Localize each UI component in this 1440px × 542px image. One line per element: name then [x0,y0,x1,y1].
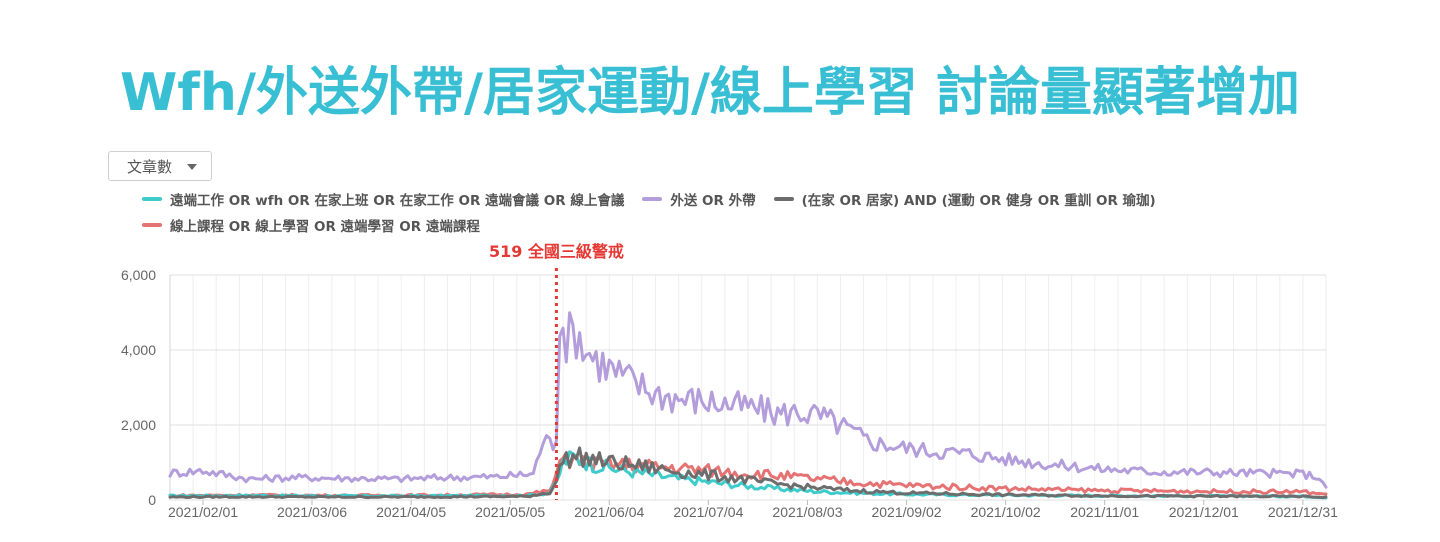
legend-row-2: 線上課程 OR 線上學習 OR 遠端學習 OR 遠端課程 [142,215,498,235]
legend-swatch [642,197,663,201]
y-tick-label: 6,000 [121,267,156,283]
legend-swatch [142,223,162,227]
y-tick-label: 2,000 [121,417,156,433]
legend-label: 外送 OR 外帶 [670,193,756,209]
x-tick-label: 2021/04/05 [376,504,446,520]
legend-row-1: 遠端工作 OR wfh OR 在家上班 OR 在家工作 OR 遠端會議 OR 線… [142,189,1174,209]
series-line [168,311,1328,489]
legend-item[interactable]: 遠端工作 OR wfh OR 在家上班 OR 在家工作 OR 遠端會議 OR 線… [142,189,624,209]
legend-label: 遠端工作 OR wfh OR 在家上班 OR 在家工作 OR 遠端會議 OR 線… [170,193,625,209]
legend-label: (在家 OR 居家) AND (運動 OR 健身 OR 重訓 OR 瑜珈) [801,193,1156,209]
x-tick-label: 2021/10/02 [971,504,1041,520]
legend-swatch [142,197,162,201]
metric-dropdown-label: 文章數 [127,157,173,176]
y-tick-label: 4,000 [121,342,156,358]
x-tick-label: 2021/12/01 [1169,504,1239,520]
legend-item[interactable]: 外送 OR 外帶 [642,189,756,209]
x-tick-label: 2021/02/01 [168,504,238,520]
page-title: Wfh/外送外帶/居家運動/線上學習 討論量顯著增加 [119,63,1301,123]
legend-swatch [773,197,794,201]
x-tick-label: 2021/06/04 [574,504,644,520]
x-tick-label: 2021/11/01 [1070,504,1139,520]
x-tick-label: 2021/03/06 [277,504,347,520]
x-tick-label: 2021/07/04 [673,504,743,520]
x-tick-label: 2021/09/02 [871,504,941,520]
y-tick-label: 0 [148,492,156,508]
legend-item[interactable]: 線上課程 OR 線上學習 OR 遠端學習 OR 遠端課程 [142,215,480,235]
series-line [168,446,1328,500]
metric-dropdown[interactable]: 文章數 [108,151,212,181]
legend-label: 線上課程 OR 線上學習 OR 遠端學習 OR 遠端課程 [170,219,480,235]
annotation-label: 519 全國三級警戒 [489,242,624,261]
x-tick-label: 2021/05/05 [475,504,545,520]
x-tick-label: 2021/08/03 [772,504,842,520]
caret-down-icon [187,164,197,170]
x-tick-label: 2021/12/31 [1268,504,1338,520]
legend-item[interactable]: (在家 OR 居家) AND (運動 OR 健身 OR 重訓 OR 瑜珈) [773,189,1156,209]
